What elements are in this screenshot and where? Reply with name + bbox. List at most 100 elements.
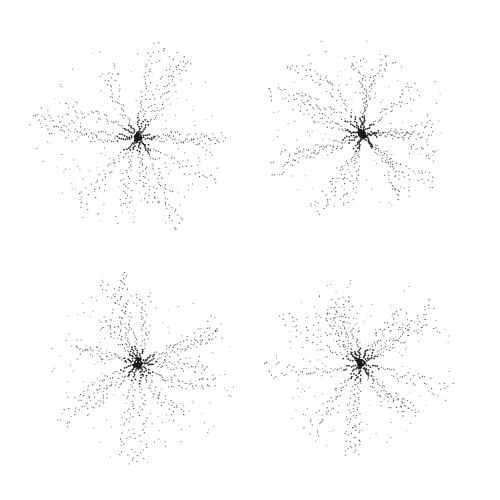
- arm-dot: [353, 139, 356, 142]
- arm-dot: [420, 147, 423, 149]
- arm-dot: [383, 351, 385, 353]
- speck-dot: [410, 147, 412, 149]
- arm-dot: [182, 60, 185, 62]
- speck-dot: [336, 316, 338, 318]
- arm-dot: [95, 110, 97, 112]
- arm-dot: [377, 150, 380, 152]
- arm-dot: [398, 174, 400, 176]
- arm-dot: [309, 420, 312, 423]
- arm-dot: [397, 328, 400, 331]
- arm-dot: [161, 404, 163, 407]
- arm-dot: [81, 350, 84, 352]
- arm-dot: [118, 386, 120, 388]
- arm-dot: [139, 152, 141, 154]
- arm-dot: [305, 74, 308, 77]
- arm-dot: [357, 406, 359, 409]
- arm-dot: [377, 148, 380, 150]
- arm-dot: [114, 135, 116, 137]
- arm-dot: [398, 101, 401, 103]
- arm-dot: [393, 338, 395, 340]
- arm-dot: [345, 316, 347, 318]
- arm-dot: [119, 344, 121, 346]
- arm-dot: [143, 76, 145, 78]
- arm-dot: [129, 436, 131, 438]
- arm-dot: [321, 117, 324, 119]
- arm-dot: [282, 165, 284, 168]
- arm-dot: [310, 202, 312, 204]
- arm-dot: [149, 149, 152, 151]
- arm-dot: [371, 145, 374, 148]
- arm-dot: [178, 385, 180, 387]
- speck-dot: [304, 414, 306, 416]
- arm-dot: [75, 139, 77, 141]
- arm-dot: [338, 306, 340, 308]
- arm-dot: [381, 386, 383, 388]
- speck-dot: [395, 336, 397, 338]
- speck-dot: [89, 170, 91, 172]
- arm-dot: [96, 180, 98, 182]
- arm-dot: [347, 448, 349, 450]
- arm-dot: [154, 118, 156, 121]
- arm-dot: [156, 135, 159, 137]
- arm-dot: [337, 395, 339, 397]
- arm-dot: [130, 328, 133, 330]
- arm-dot: [409, 327, 411, 329]
- arm-dot: [349, 397, 351, 399]
- arm-dot: [188, 140, 190, 142]
- arm-dot: [339, 93, 342, 95]
- arm-dot: [344, 118, 346, 120]
- arm-dot: [353, 351, 356, 353]
- arm-dot: [339, 315, 341, 317]
- speck-dot: [194, 125, 196, 127]
- arm-dot: [87, 414, 89, 416]
- arm-dot: [383, 151, 385, 153]
- speck-dot: [289, 341, 291, 343]
- arm-dot: [390, 369, 393, 371]
- arm-dot: [164, 202, 167, 204]
- arm-dot: [118, 103, 120, 105]
- arm-dot: [347, 162, 349, 165]
- arm-dot: [341, 166, 343, 168]
- arm-dot: [121, 317, 123, 319]
- arm-dot: [130, 164, 132, 166]
- arm-dot: [168, 408, 170, 410]
- arm-dot: [390, 157, 392, 159]
- arm-dot: [102, 326, 104, 329]
- arm-dot: [150, 110, 152, 112]
- speck-dot: [311, 130, 313, 132]
- arm-dot: [364, 102, 366, 104]
- arm-dot: [152, 94, 154, 96]
- arm-dot: [136, 351, 139, 354]
- arm-dot: [317, 430, 319, 432]
- arm-dot: [417, 133, 419, 135]
- arm-dot: [318, 213, 320, 215]
- speck-dot: [290, 347, 292, 349]
- arm-dot: [335, 340, 338, 342]
- arm-dot: [343, 102, 345, 104]
- arm-dot: [149, 360, 152, 362]
- arm-dot: [344, 450, 347, 452]
- speck-dot: [370, 188, 373, 190]
- arm-dot: [76, 102, 78, 104]
- arm-dot: [135, 141, 137, 144]
- arm-dot: [366, 134, 369, 137]
- arm-dot: [80, 399, 82, 401]
- arm-dot: [362, 77, 364, 80]
- speck-dot: [194, 335, 196, 337]
- arm-dot: [313, 151, 315, 153]
- arm-dot: [155, 351, 157, 353]
- arm-dot: [119, 88, 121, 90]
- speck-dot: [174, 375, 176, 377]
- arm-dot: [363, 118, 366, 120]
- arm-dot: [57, 115, 60, 118]
- arm-dot: [104, 176, 107, 178]
- arm-dot: [87, 385, 89, 387]
- arm-dot: [179, 341, 181, 343]
- arm-dot: [412, 131, 414, 133]
- arm-dot: [357, 382, 359, 384]
- arm-dot: [288, 155, 291, 157]
- arm-dot: [406, 325, 408, 327]
- arm-dot: [152, 51, 154, 53]
- speck-dot: [140, 326, 142, 328]
- speck-dot: [403, 137, 405, 139]
